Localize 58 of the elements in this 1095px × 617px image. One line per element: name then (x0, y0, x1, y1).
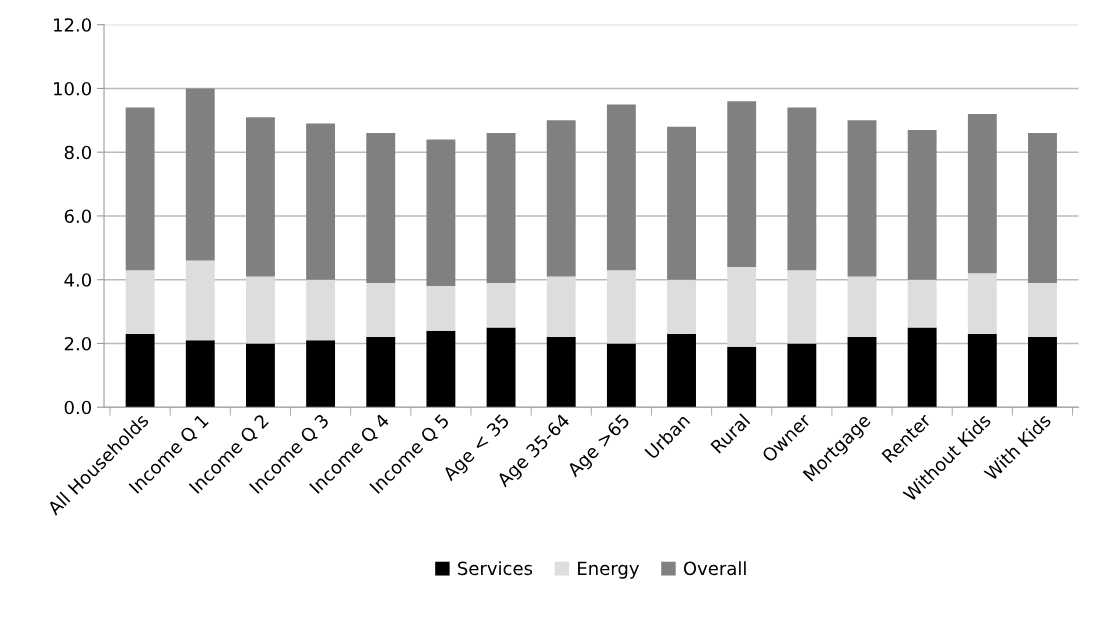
bar (246, 276, 275, 344)
y-tick-label: 6.0 (64, 209, 92, 224)
bar (667, 126, 696, 280)
bar (366, 337, 396, 408)
bar (125, 107, 155, 271)
bar (1028, 337, 1057, 408)
bar (366, 133, 396, 283)
bar (727, 346, 757, 408)
bar (426, 330, 456, 408)
y-tick-label: 0.0 (64, 400, 92, 415)
bar (246, 343, 275, 408)
y-tick-label: 4.0 (64, 273, 92, 287)
bar (1028, 133, 1057, 283)
bar (125, 270, 155, 334)
bar (306, 123, 336, 280)
y-tick-label: 10.0 (54, 81, 92, 96)
legend-label: Services (458, 561, 533, 576)
bar (185, 88, 215, 261)
bar (1028, 282, 1057, 338)
bar (306, 340, 336, 408)
bar (727, 101, 757, 267)
bar (366, 282, 396, 338)
y-tick-label: 12.0 (54, 18, 92, 32)
bar (907, 129, 937, 280)
bar (787, 107, 817, 271)
bar (125, 333, 155, 408)
bar (546, 337, 576, 408)
bar (847, 120, 877, 277)
bar (967, 273, 997, 334)
bar (847, 276, 877, 338)
bar (546, 276, 576, 338)
y-tick-label: 2.0 (64, 336, 92, 351)
bar (907, 327, 937, 408)
bar (967, 333, 997, 408)
legend-label: Energy (578, 561, 640, 579)
bar (606, 104, 636, 271)
bar (667, 279, 696, 334)
bar (246, 117, 275, 277)
bar (667, 333, 696, 408)
bar (426, 139, 456, 287)
bar (787, 343, 817, 408)
y-tick-label: 8.0 (64, 145, 92, 160)
legend-label: Overall (683, 561, 746, 576)
bar (907, 279, 937, 328)
bar (185, 340, 215, 408)
bar (546, 120, 576, 277)
bar (306, 279, 336, 341)
bar (486, 133, 516, 283)
bar (787, 270, 817, 344)
bar (727, 266, 757, 347)
bar (847, 337, 877, 408)
bar (486, 327, 516, 408)
bar (967, 113, 997, 274)
bar (606, 343, 636, 408)
bar (486, 282, 516, 328)
bar (606, 270, 636, 344)
bar (426, 286, 456, 331)
bar (185, 260, 215, 341)
